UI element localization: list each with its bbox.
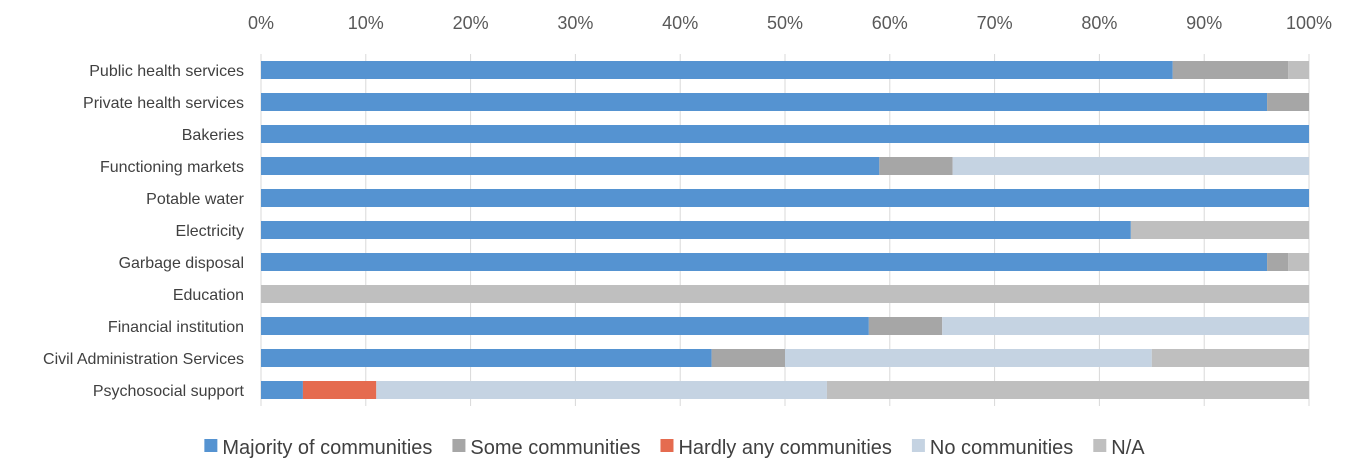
bar-segment — [261, 189, 1309, 207]
bar-segments — [261, 61, 1309, 399]
legend-item: N/A — [1093, 437, 1145, 459]
category-label: Potable water — [146, 191, 245, 208]
bar-segment — [1151, 349, 1309, 367]
legend-swatch — [660, 439, 674, 452]
legend-item: No communities — [911, 437, 1073, 459]
bar-segment — [261, 253, 1268, 271]
legend-swatch — [452, 439, 466, 452]
x-tick-label: 90% — [1186, 13, 1222, 33]
category-label: Functioning markets — [100, 159, 244, 176]
bar-segment — [261, 157, 880, 175]
category-label: Private health services — [83, 95, 244, 112]
bar-segment — [1172, 61, 1289, 79]
x-tick-label: 20% — [453, 13, 489, 33]
category-label: Psychosocial support — [93, 383, 245, 400]
x-tick-label: 70% — [977, 13, 1013, 33]
bar-segment — [1288, 253, 1309, 271]
category-label: Garbage disposal — [119, 255, 244, 272]
legend-swatch — [1093, 439, 1107, 452]
bar-segment — [376, 381, 827, 399]
category-label: Financial institution — [108, 319, 244, 336]
category-label: Public health services — [89, 63, 244, 80]
x-axis-ticks: 0% 10% 20% 30% 40% 50% 60% 70% 80% 90% 100% — [248, 13, 1332, 33]
category-label: Electricity — [176, 223, 244, 240]
bar-segment — [942, 317, 1309, 335]
x-tick-label: 100% — [1286, 13, 1332, 33]
bar-segment — [879, 157, 953, 175]
bar-segment — [261, 61, 1173, 79]
bar-segment — [261, 317, 869, 335]
bar-segment — [1267, 93, 1309, 111]
category-label: Bakeries — [182, 127, 244, 144]
category-label: Civil Administration Services — [43, 351, 244, 368]
legend-label: Some communities — [470, 437, 640, 459]
legend-item: Majority of communities — [204, 437, 432, 459]
legend-swatch — [911, 439, 925, 452]
bar-segment — [261, 125, 1309, 143]
x-tick-label: 40% — [662, 13, 698, 33]
x-tick-label: 30% — [557, 13, 593, 33]
x-tick-label: 50% — [767, 13, 803, 33]
bar-segment — [261, 93, 1268, 111]
legend-label: No communities — [930, 437, 1073, 459]
legend-label: Hardly any communities — [678, 437, 891, 459]
bar-segment — [868, 317, 943, 335]
bar-segment — [261, 381, 303, 399]
bar-segment — [785, 349, 1152, 367]
legend-swatch — [204, 439, 218, 452]
legend-item: Some communities — [452, 437, 640, 459]
category-labels: Public health services Private health ser… — [43, 63, 245, 400]
bar-segment — [1288, 61, 1309, 79]
bar-segment — [1267, 253, 1289, 271]
bar-segment — [261, 285, 1309, 303]
legend: Majority of communities Some communities H… — [204, 437, 1145, 459]
bar-segment — [711, 349, 785, 367]
bar-segment — [952, 157, 1309, 175]
legend-item: Hardly any communities — [660, 437, 892, 459]
x-tick-label: 10% — [348, 13, 384, 33]
bar-segment — [302, 381, 377, 399]
category-label: Education — [173, 287, 244, 304]
bar-segment — [826, 381, 1309, 399]
x-tick-label: 80% — [1081, 13, 1117, 33]
legend-label: Majority of communities — [222, 437, 432, 459]
bar-segment — [261, 349, 712, 367]
bar-segment — [1130, 221, 1309, 239]
legend-label: N/A — [1111, 437, 1145, 459]
x-tick-label: 60% — [872, 13, 908, 33]
bar-segment — [261, 221, 1131, 239]
x-tick-label: 0% — [248, 13, 274, 33]
